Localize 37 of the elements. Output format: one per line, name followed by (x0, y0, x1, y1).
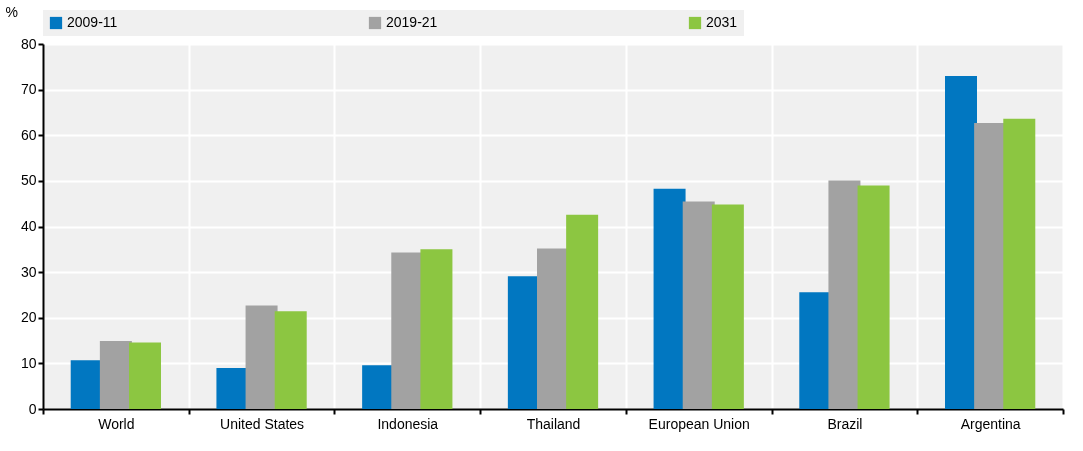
y-tick-label: 40 (20, 218, 37, 234)
bar (99, 341, 132, 409)
bar (653, 188, 686, 409)
x-tick-label: European Union (648, 415, 750, 432)
x-tick-label: World (98, 415, 135, 432)
bar (682, 201, 715, 409)
bar (537, 248, 569, 409)
bar (711, 204, 744, 409)
y-tick-label: 70 (20, 81, 37, 98)
x-tick-label: Brazil (827, 415, 863, 432)
bar (216, 367, 249, 409)
bar (566, 214, 599, 409)
x-tick-label: Argentina (960, 415, 1021, 432)
bar (274, 311, 307, 409)
y-tick-label: 10 (20, 354, 37, 371)
bar (828, 180, 861, 409)
legend-label: 2031 (706, 14, 738, 30)
bar (245, 305, 278, 409)
y-axis-title: % (5, 3, 18, 20)
bar (129, 342, 161, 409)
y-tick-label: 50 (20, 172, 37, 189)
bar (507, 276, 540, 409)
x-tick-label: Indonesia (377, 415, 439, 432)
bar (945, 75, 977, 409)
bar (420, 249, 453, 409)
y-tick-label: 60 (20, 126, 37, 143)
legend-label: 2019-21 (386, 14, 438, 30)
bar (857, 185, 890, 409)
y-tick-label: 30 (20, 263, 37, 280)
y-tick-label: 80 (20, 35, 37, 52)
legend-label: 2009-11 (67, 14, 118, 30)
bar (1003, 118, 1036, 409)
y-tick-label: 0 (28, 400, 37, 417)
y-tick-label: 20 (20, 309, 37, 326)
x-tick-label: Thailand (526, 415, 581, 432)
bar (70, 360, 103, 409)
x-tick-label: United States (220, 415, 305, 432)
